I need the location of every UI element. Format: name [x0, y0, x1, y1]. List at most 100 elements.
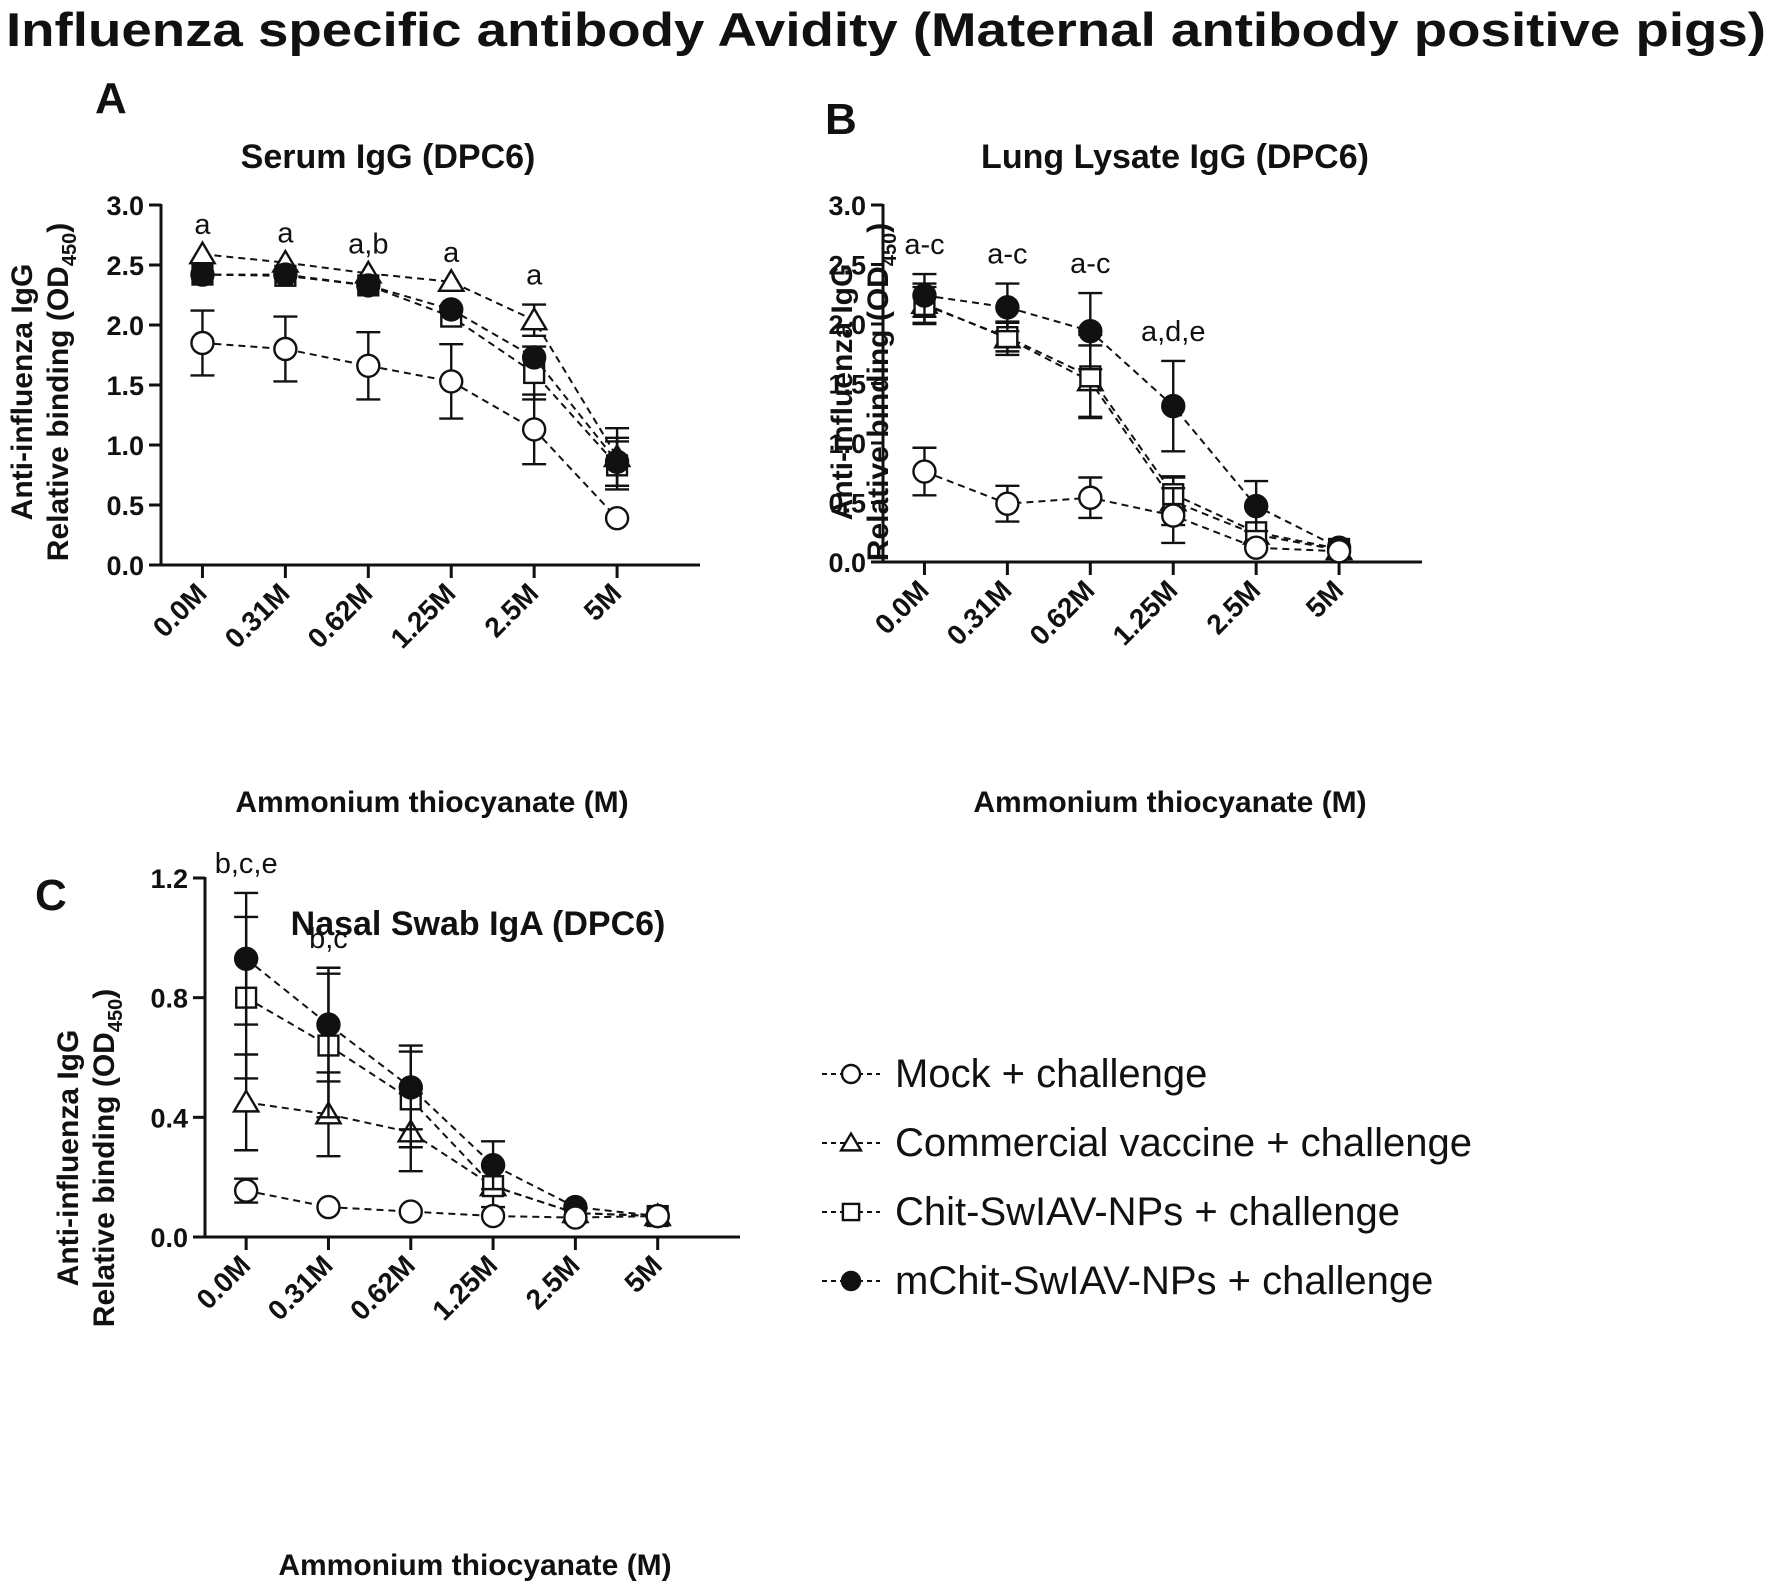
x-tick-label: 0.31M	[219, 577, 296, 654]
significance-label: a	[194, 209, 211, 241]
data-point	[439, 297, 464, 322]
y-axis-label-subscript: 450	[59, 233, 81, 266]
significance-label: a-c	[1070, 248, 1110, 280]
y-axis-label-text: Relative binding (OD	[862, 266, 895, 561]
y-axis-label-line2: Relative binding (OD450)	[42, 223, 81, 561]
series-circle-filled	[190, 262, 630, 487]
legend-marker	[841, 1202, 861, 1222]
significance-label: a-c	[904, 229, 944, 261]
series-line	[245, 1189, 658, 1219]
data-point	[190, 330, 215, 356]
data-point	[1078, 318, 1103, 344]
series-line	[202, 342, 618, 519]
significance-label: a,d,e	[1141, 316, 1206, 348]
x-tick-label: 1.25M	[385, 577, 462, 654]
y-tick-label: 0.0	[150, 1223, 188, 1253]
y-axis-label-text: Relative binding (OD	[88, 1032, 121, 1327]
x-tick-label: 0.62M	[302, 577, 379, 654]
y-axis-label: Anti-influenza IgG Relative binding (OD4…	[52, 989, 127, 1327]
data-point	[521, 417, 547, 442]
data-point	[316, 1012, 341, 1037]
data-point	[1078, 485, 1103, 510]
series-line	[202, 273, 618, 467]
x-tick-label: 0.0M	[190, 1249, 256, 1315]
y-tick-label: 1.5	[828, 370, 866, 400]
data-point	[398, 1075, 423, 1100]
series-line	[924, 470, 1340, 553]
legend-swatch	[822, 1063, 880, 1085]
series-line	[202, 253, 618, 458]
series-line	[202, 273, 618, 463]
y-tick-label: 3.0	[106, 191, 144, 221]
data-point	[1161, 503, 1186, 528]
y-axis-label-line2: Relative binding (OD450)	[862, 223, 901, 561]
data-point	[995, 491, 1020, 516]
legend-label: Chit-SwIAV-NPs + challenge	[895, 1190, 1400, 1234]
data-point	[563, 1205, 588, 1230]
data-point	[398, 1199, 423, 1224]
x-tick-label: 5M	[578, 577, 627, 626]
x-tick-label: 5M	[619, 1249, 668, 1298]
legend-item: Chit-SwIAV-NPs + challenge	[822, 1190, 1400, 1234]
y-axis-label-subscript: 450	[105, 999, 127, 1032]
series-line	[924, 304, 1340, 550]
legend-swatch	[822, 1131, 880, 1152]
series-triangle-open	[910, 282, 1354, 561]
series-circle-open	[190, 309, 630, 531]
y-axis-label-close: )	[42, 223, 75, 233]
y-tick-label: 0.5	[828, 489, 866, 519]
x-tick-label: 0.0M	[147, 577, 213, 643]
series-line	[924, 302, 1340, 552]
panel-letter: B	[825, 95, 857, 144]
significance-label: a,b	[348, 228, 388, 260]
data-point	[356, 273, 381, 298]
data-point	[521, 345, 547, 370]
data-point	[645, 1203, 670, 1229]
y-tick-label: 2.5	[828, 251, 866, 281]
data-point	[1243, 535, 1269, 560]
y-tick-label: 1.5	[106, 371, 144, 401]
series-line	[246, 1101, 658, 1218]
x-tick-label: 0.31M	[262, 1249, 339, 1326]
data-point	[1161, 393, 1186, 419]
significance-label: a	[277, 218, 294, 250]
data-point	[480, 1203, 506, 1229]
series-triangle-open	[188, 240, 632, 487]
data-point	[190, 262, 215, 287]
y-tick-label: 3.0	[828, 191, 866, 221]
y-tick-label: 1.0	[106, 431, 144, 461]
y-tick-label: 0.0	[106, 551, 144, 581]
series-square-open	[912, 285, 1351, 561]
y-tick-label: 1.0	[828, 429, 866, 459]
y-tick-label: 0.0	[828, 548, 866, 578]
data-point	[356, 353, 381, 378]
legend-swatch	[822, 1202, 880, 1222]
y-axis-label-text: Relative binding (OD	[42, 266, 75, 561]
series-triangle-open	[231, 1053, 672, 1227]
data-point	[233, 1178, 259, 1203]
significance-label: a	[443, 237, 460, 269]
data-point	[604, 449, 630, 474]
x-tick-label: 1.25M	[1107, 574, 1184, 651]
legend-label: Commercial vaccine + challenge	[895, 1121, 1472, 1165]
legend-item: Mock + challenge	[822, 1052, 1207, 1096]
y-axis-label-line2: Relative binding (OD450)	[88, 989, 127, 1327]
significance-label: b,c,e	[215, 848, 278, 880]
y-tick-label: 1.2	[150, 864, 188, 894]
legend-swatch	[822, 1270, 880, 1292]
series-circle-open	[912, 446, 1352, 564]
legend-label: mChit-SwIAV-NPs + challenge	[895, 1259, 1433, 1303]
significance-label: a	[526, 260, 543, 292]
panel-title: Nasal Swab IgA (DPC6)	[291, 905, 666, 943]
y-tick-label: 0.5	[106, 491, 144, 521]
legend-marker	[840, 1270, 862, 1292]
x-tick-label: 0.62M	[1024, 574, 1101, 651]
legend-marker	[838, 1131, 864, 1152]
panel-title: Serum IgG (DPC6)	[241, 138, 536, 176]
panel-letter: A	[95, 74, 127, 123]
x-axis-label: Ammonium thiocyanate (M)	[278, 1549, 671, 1582]
series-circle-filled	[912, 272, 1352, 560]
x-tick-label: 1.25M	[426, 1249, 503, 1326]
panel-a: A Serum IgG (DPC6) Anti-influenza IgG Re…	[6, 74, 700, 819]
